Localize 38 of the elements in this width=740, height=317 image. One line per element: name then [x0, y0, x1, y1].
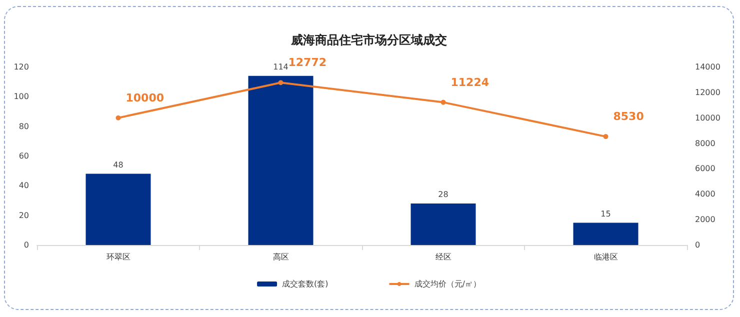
point [116, 115, 121, 120]
y2-tick-label: 10000 [695, 113, 720, 122]
bar [410, 203, 476, 245]
data-label: 10000 [126, 91, 164, 104]
x-tick-label: 高区 [272, 252, 289, 262]
y2-tick-label: 12000 [695, 88, 720, 97]
y2-tick-label: 4000 [695, 190, 716, 199]
x-tick-label: 经区 [435, 252, 452, 262]
bar [86, 174, 151, 245]
y2-tick-label: 8000 [695, 138, 716, 148]
y-tick-label: 40 [18, 181, 29, 190]
y-tick-label: 100 [14, 92, 29, 102]
data-label: 28 [438, 190, 448, 199]
data-label: 15 [600, 209, 611, 218]
data-label: 48 [113, 160, 124, 170]
y2-tick-label: 0 [695, 240, 700, 250]
legend-label: 成交均价（元/㎡） [414, 280, 481, 288]
bar [248, 76, 314, 245]
point [603, 134, 608, 140]
x-tick-label: 临港区 [594, 252, 618, 262]
data-label: 8530 [613, 110, 644, 124]
legend-label: 成交套数(套) [282, 280, 328, 288]
bar [573, 222, 638, 245]
data-label: 11224 [450, 76, 490, 89]
chart-title: 威海商品住宅市场分区域成交 [290, 33, 447, 47]
y-tick-label: 60 [18, 152, 29, 160]
y-tick-label: 20 [18, 210, 29, 220]
point [278, 80, 284, 86]
y-tick-label: 80 [18, 122, 29, 131]
y2-tick-label: 2000 [695, 215, 716, 224]
data-label: 114 [273, 62, 288, 72]
y2-tick-label: 14000 [695, 62, 720, 72]
y2-tick-label: 6000 [695, 164, 716, 174]
point [440, 100, 446, 105]
y-tick-label: 0 [24, 240, 29, 250]
x-tick-label: 环翠区 [106, 252, 130, 262]
data-label: 12772 [288, 56, 327, 70]
y-tick-label: 120 [14, 62, 29, 72]
